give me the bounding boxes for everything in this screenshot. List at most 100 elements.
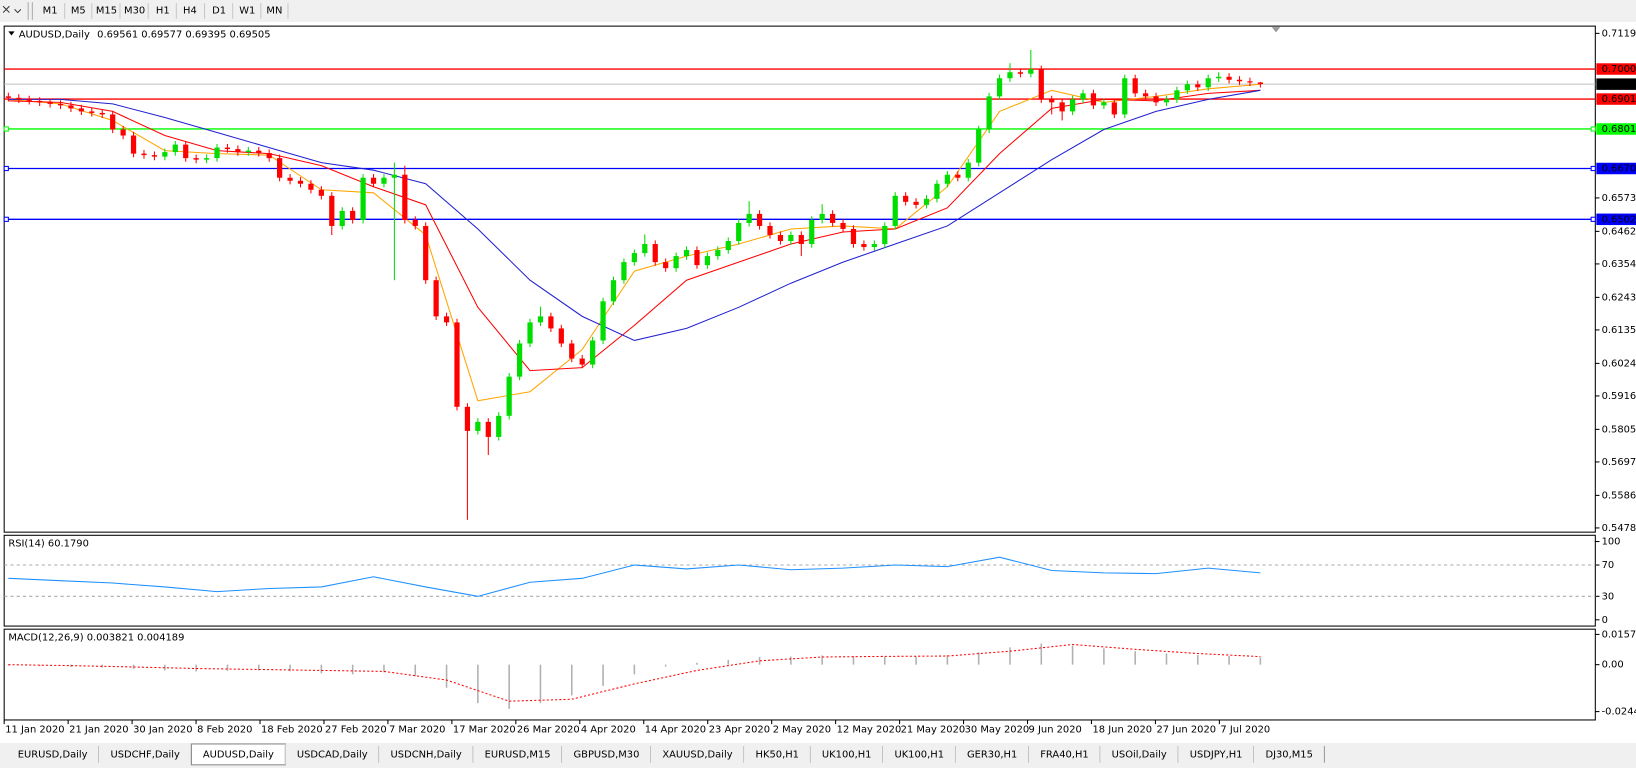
candle-body: [329, 195, 335, 226]
x-tick-label: 8 Feb 2020: [197, 724, 252, 735]
candle-body: [47, 102, 53, 104]
candle-body: [37, 100, 43, 103]
candle-body: [1174, 90, 1180, 100]
candle-body: [798, 234, 804, 245]
timeframe-button[interactable]: MN: [266, 5, 282, 16]
candle-body: [1247, 81, 1253, 83]
timeframe-button[interactable]: M5: [71, 5, 86, 16]
tab-label[interactable]: USDCAD,Daily: [297, 749, 368, 760]
tab-label[interactable]: UK100,H1: [822, 749, 872, 760]
tab-background[interactable]: [810, 743, 883, 765]
candle-body: [120, 129, 126, 136]
candle-body: [903, 195, 909, 202]
tab-label[interactable]: USDJPY,H1: [1190, 749, 1243, 760]
tab-label[interactable]: UK100,H1: [894, 749, 944, 760]
macd-title: MACD(12,26,9) 0.003821 0.004189: [8, 633, 184, 644]
level-label-bg: [1596, 213, 1636, 226]
tab-background[interactable]: [285, 743, 380, 765]
level-handle: [3, 216, 9, 222]
tab-background[interactable]: [1178, 743, 1254, 765]
candle-body: [1236, 79, 1243, 82]
candle-body: [694, 250, 700, 266]
chart-shift-marker: [1271, 27, 1281, 33]
candle-body: [736, 222, 742, 242]
tab-background[interactable]: [882, 743, 956, 765]
candle-body: [923, 198, 930, 205]
timeframe-button[interactable]: W1: [239, 5, 255, 16]
level-handle: [1590, 126, 1596, 132]
candle-body: [829, 213, 836, 223]
level-handle: [3, 126, 9, 132]
timeframe-button[interactable]: H1: [156, 5, 170, 16]
candle-body: [57, 103, 64, 106]
y-tick-label: 100: [1602, 537, 1621, 548]
tab-background[interactable]: [562, 743, 651, 765]
tab-label[interactable]: USDCNH,Daily: [391, 749, 462, 760]
candle-body: [1111, 102, 1117, 115]
y-tick-label: 0.01574: [1602, 629, 1636, 640]
candle-body: [1195, 84, 1201, 88]
timeframe-button[interactable]: M30: [124, 5, 145, 16]
x-tick-label: 21 May 2020: [901, 724, 966, 735]
tab-background[interactable]: [955, 743, 1029, 765]
candle-body: [203, 158, 210, 160]
tab-background[interactable]: [6, 743, 99, 765]
level-label: 0.66706: [1602, 164, 1636, 175]
timeframe-button[interactable]: D1: [212, 5, 226, 16]
header-close: 0.69505: [230, 29, 271, 40]
tab-label[interactable]: USOil,Daily: [1112, 749, 1167, 760]
toolbar-icon[interactable]: [2, 5, 22, 14]
level-label: 0.68017: [1602, 124, 1636, 135]
tab-label[interactable]: DJ30,M15: [1265, 749, 1312, 760]
candle-body: [955, 174, 961, 178]
tab-label[interactable]: XAUUSD,Daily: [662, 749, 732, 760]
x-tick-label: 17 Mar 2020: [453, 724, 516, 735]
rsi-panel-frame: [3, 534, 1596, 627]
candle-body: [1184, 84, 1190, 91]
candle-body: [558, 328, 564, 344]
tab-background[interactable]: [473, 743, 563, 765]
y-tick-label: 0.00: [1602, 660, 1624, 671]
tab-background[interactable]: [1028, 743, 1101, 765]
tab-background[interactable]: [98, 743, 192, 765]
timeframe-button[interactable]: M15: [96, 5, 117, 16]
current-price-bg: [1596, 78, 1636, 90]
tab-label[interactable]: EURUSD,M15: [485, 749, 551, 760]
candle-body: [68, 105, 74, 109]
header-open: 0.69561: [97, 29, 138, 40]
candle-body: [704, 256, 711, 266]
tab-background[interactable]: [379, 743, 474, 765]
tab-background[interactable]: [650, 743, 745, 765]
candle-body: [402, 174, 408, 220]
timeframe-button[interactable]: H4: [183, 5, 197, 16]
tab-label[interactable]: HK50,H1: [756, 749, 799, 760]
tab-background[interactable]: [744, 743, 811, 765]
candle-body: [1049, 99, 1055, 103]
current-price-label: 0.69505: [1602, 79, 1636, 90]
tab-label[interactable]: FRA40,H1: [1040, 749, 1088, 760]
macd-panel-frame: [3, 628, 1596, 721]
candle-body: [485, 421, 491, 437]
candle-body: [412, 219, 418, 226]
tab-label[interactable]: EURUSD,Daily: [18, 749, 88, 760]
tab-background[interactable]: [1253, 743, 1325, 765]
candle-body: [663, 262, 669, 269]
tab-label[interactable]: GER30,H1: [967, 749, 1017, 760]
candle-body: [1226, 76, 1232, 80]
x-tick-label: 12 May 2020: [837, 724, 902, 735]
tab-label[interactable]: USDCHF,Daily: [110, 749, 180, 760]
tab-background[interactable]: [1100, 743, 1179, 765]
timeframe-button[interactable]: M1: [43, 5, 58, 16]
tab-label[interactable]: GBPUSD,M30: [573, 749, 639, 760]
candle-body: [809, 219, 815, 245]
candle-body: [381, 177, 387, 184]
candle-body: [162, 152, 168, 157]
tab-label[interactable]: AUDUSD,Daily: [203, 749, 274, 760]
